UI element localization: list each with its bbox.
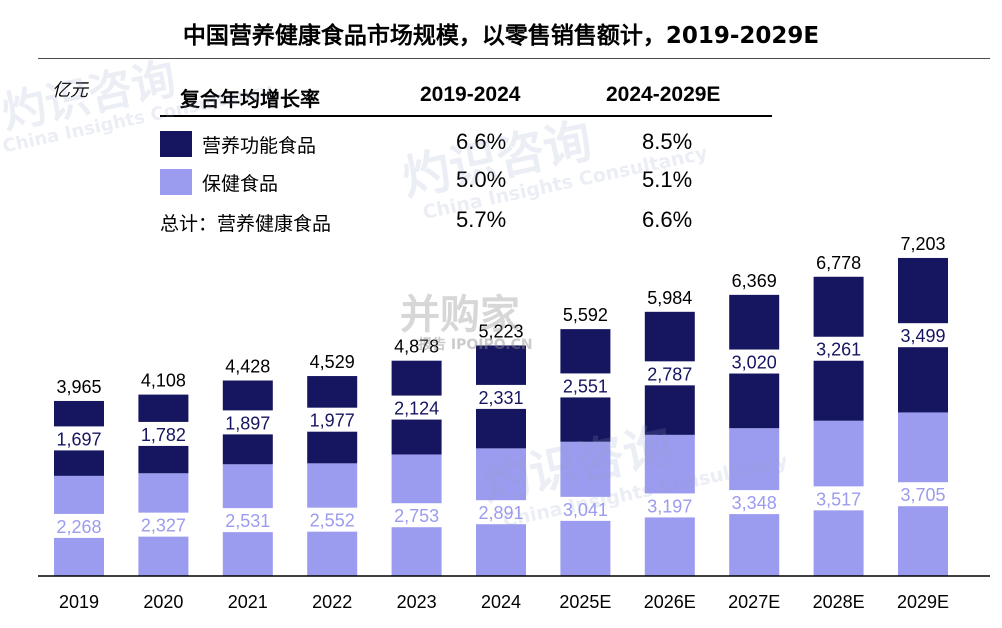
cagr-header-label: 复合年均增长率: [180, 87, 320, 111]
x-tick-label-2027E: 2027E: [728, 592, 780, 612]
data-label-functional-2019: 1,697: [56, 429, 101, 449]
data-label-box-health-2026E: [640, 493, 699, 518]
data-label-box-functional-2020: [134, 421, 193, 446]
cagr-period-1: 2019-2024: [420, 83, 521, 106]
data-label-box-health-2025E: [556, 496, 615, 521]
title-divider: [38, 58, 990, 59]
total-label-2023: 4,878: [394, 337, 439, 357]
data-label-health-2024: 2,891: [478, 503, 523, 523]
cagr-functional-p1: 6.6%: [456, 129, 507, 154]
data-label-health-2025E: 3,041: [563, 500, 608, 520]
unit-label: 亿元: [52, 80, 88, 101]
cagr-header-divider: [160, 115, 772, 117]
data-label-box-health-2027E: [725, 490, 784, 515]
data-label-box-health-2023: [387, 503, 446, 528]
total-label-2021: 4,428: [225, 357, 270, 377]
cagr-period-2: 2024-2029E: [606, 83, 721, 106]
data-label-box-health-2020: [134, 512, 193, 537]
cagr-total-p2: 6.6%: [642, 207, 693, 232]
total-label-2024: 5,223: [478, 321, 523, 341]
data-label-box-functional-2028E: [809, 336, 868, 361]
data-label-box-functional-2021: [218, 410, 277, 435]
x-tick-label-2021: 2021: [228, 592, 268, 612]
data-label-health-2023: 2,753: [394, 506, 439, 526]
data-label-box-functional-2027E: [725, 349, 784, 374]
total-label-2027E: 6,369: [732, 271, 777, 291]
data-label-functional-2029E: 3,499: [900, 326, 945, 346]
data-label-health-2020: 2,327: [141, 516, 186, 536]
cagr-health-p2: 5.1%: [642, 167, 693, 192]
data-label-functional-2027E: 3,020: [732, 353, 777, 373]
data-label-health-2021: 2,531: [225, 511, 270, 531]
data-label-box-functional-2026E: [640, 361, 699, 386]
x-tick-label-2029E: 2029E: [897, 592, 949, 612]
data-label-functional-2021: 1,897: [225, 413, 270, 433]
total-label-2022: 4,529: [310, 352, 355, 372]
data-label-box-health-2022: [303, 507, 362, 532]
cagr-row-total: 总计：营养健康食品 5.7% 6.6%: [0, 206, 1002, 238]
data-label-box-health-2028E: [809, 486, 868, 511]
x-tick-label-2028E: 2028E: [813, 592, 865, 612]
data-label-box-health-2019: [50, 513, 108, 538]
total-label-2029E: 7,203: [900, 234, 945, 254]
cagr-functional-p2: 8.5%: [642, 129, 693, 154]
data-label-box-health-2024: [472, 500, 530, 525]
cagr-row-health: 保健食品 5.0% 5.1%: [0, 166, 1002, 198]
total-label-2026E: 5,984: [647, 288, 692, 308]
total-label-2028E: 6,778: [816, 253, 861, 273]
data-label-functional-2024: 2,331: [478, 388, 523, 408]
data-label-functional-2028E: 3,261: [816, 340, 861, 360]
data-label-box-functional-2019: [50, 426, 108, 451]
x-tick-label-2026E: 2026E: [644, 592, 696, 612]
data-label-box-functional-2022: [303, 407, 362, 432]
x-tick-label-2024: 2024: [481, 592, 521, 612]
data-label-health-2028E: 3,517: [816, 489, 861, 509]
data-label-health-2022: 2,552: [310, 511, 355, 531]
cagr-total-p1: 5.7%: [456, 207, 507, 232]
x-tick-label-2023: 2023: [397, 592, 437, 612]
data-label-health-2027E: 3,348: [732, 493, 777, 513]
chart-title: 中国营养健康食品市场规模，以零售销售额计，2019-2029E: [182, 23, 820, 49]
data-label-box-functional-2023: [387, 395, 446, 420]
x-tick-label-2025E: 2025E: [559, 592, 611, 612]
cagr-row-functional: 营养功能食品 6.6% 8.5%: [0, 128, 1002, 160]
cagr-total-label: 总计：营养健康食品: [160, 213, 332, 235]
data-label-functional-2022: 1,977: [310, 411, 355, 431]
data-label-box-functional-2025E: [556, 373, 615, 398]
cagr-health-p1: 5.0%: [456, 167, 507, 192]
data-label-health-2019: 2,268: [56, 517, 101, 537]
legend-label-health: 保健食品: [202, 173, 279, 195]
data-label-box-functional-2024: [472, 384, 530, 409]
data-label-box-functional-2029E: [894, 323, 952, 348]
x-tick-label-2020: 2020: [143, 592, 183, 612]
data-label-functional-2020: 1,782: [141, 425, 186, 445]
total-label-2020: 4,108: [141, 371, 186, 391]
data-label-box-health-2021: [218, 508, 277, 533]
legend-swatch-functional: [160, 131, 192, 157]
x-tick-label-2022: 2022: [312, 592, 352, 612]
data-label-health-2029E: 3,705: [900, 485, 945, 505]
legend-label-functional: 营养功能食品: [202, 135, 317, 157]
total-label-2019: 3,965: [56, 377, 101, 397]
x-tick-label-2019: 2019: [59, 592, 99, 612]
total-label-2025E: 5,592: [563, 305, 608, 325]
legend-swatch-health: [160, 169, 192, 195]
data-label-functional-2026E: 2,787: [647, 364, 692, 384]
data-label-box-health-2029E: [894, 482, 952, 507]
data-label-functional-2023: 2,124: [394, 399, 439, 419]
data-label-functional-2025E: 2,551: [563, 376, 608, 396]
data-label-health-2026E: 3,197: [647, 496, 692, 516]
